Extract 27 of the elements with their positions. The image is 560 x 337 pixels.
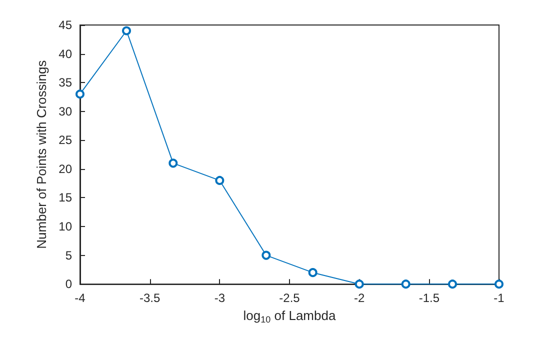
point: [308, 268, 318, 278]
x-tick-label: -3.5: [139, 291, 160, 306]
point: [122, 26, 132, 36]
y-tick-label: 30: [58, 104, 72, 118]
y-tick-label: 35: [58, 76, 72, 90]
y-tick-label: 45: [58, 18, 72, 32]
y-tick-label: 5: [65, 248, 72, 262]
x-tick-label: -4: [74, 291, 86, 306]
x-tick-label: -2.5: [279, 291, 300, 306]
point: [262, 250, 271, 260]
x-tick-label: -1: [494, 291, 505, 306]
y-tick-label: 15: [58, 190, 72, 205]
point: [401, 280, 410, 289]
y-axis-title: Number of Points with Crossings: [34, 60, 49, 249]
x-tick-label: -1.5: [418, 291, 440, 306]
x-tick-label: -2: [354, 291, 365, 306]
point: [354, 280, 364, 289]
point: [168, 158, 178, 168]
y-tick-label: 10: [58, 220, 72, 234]
point: [448, 280, 457, 289]
y-tick-label: 20: [58, 162, 72, 176]
y-tick-label: 25: [58, 133, 72, 148]
point: [215, 176, 224, 185]
point: [76, 90, 84, 99]
y-tick-label: 40: [58, 46, 72, 61]
x-tick-label: -3: [214, 291, 226, 306]
y-tick-label: 0: [65, 277, 72, 292]
